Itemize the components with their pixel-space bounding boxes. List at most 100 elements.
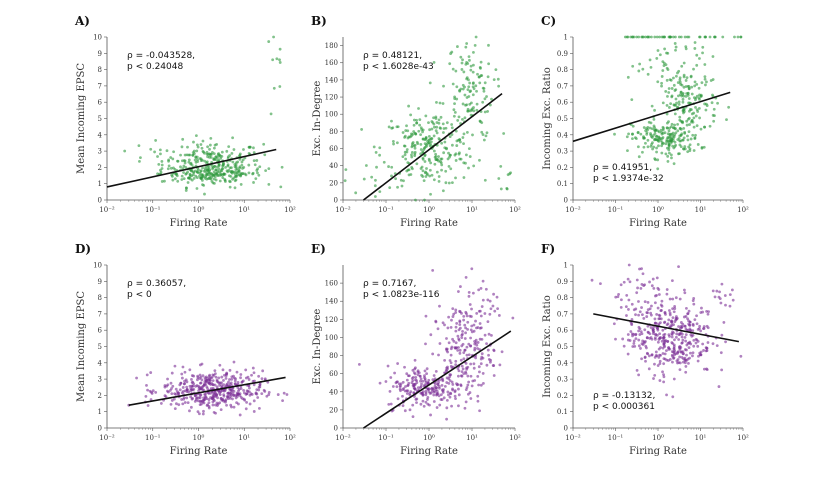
data-point <box>181 402 185 406</box>
data-point <box>665 323 669 327</box>
data-point <box>432 400 436 403</box>
data-point <box>439 393 443 397</box>
data-point <box>457 374 460 378</box>
data-point <box>199 399 202 403</box>
data-point <box>426 402 430 406</box>
data-point <box>195 155 199 159</box>
data-point <box>626 277 630 281</box>
data-point <box>180 372 184 376</box>
data-point <box>624 305 628 309</box>
data-point <box>471 70 475 74</box>
data-point <box>689 137 693 141</box>
data-point <box>671 144 675 148</box>
data-point <box>398 387 402 391</box>
data-point <box>668 313 672 317</box>
data-point <box>621 337 625 341</box>
data-point <box>696 328 700 331</box>
data-point <box>179 165 182 169</box>
data-point <box>465 314 469 318</box>
data-point <box>693 41 697 44</box>
data-point <box>720 368 724 372</box>
data-point <box>405 378 409 382</box>
data-point <box>635 278 639 282</box>
data-point <box>412 371 416 375</box>
data-point <box>436 392 440 395</box>
data-point <box>590 278 594 282</box>
data-point <box>439 126 443 130</box>
data-point <box>236 394 239 398</box>
data-point <box>474 319 477 323</box>
data-point <box>687 362 690 365</box>
data-point <box>687 101 690 105</box>
data-point <box>224 165 227 169</box>
data-point <box>711 55 715 58</box>
data-point <box>469 362 473 366</box>
data-point <box>401 380 405 384</box>
data-point <box>660 299 664 303</box>
data-point <box>187 158 191 162</box>
data-point <box>467 380 471 384</box>
data-point <box>479 286 483 290</box>
data-point <box>461 58 464 62</box>
y-tick-label: 140 <box>325 298 338 306</box>
data-point <box>461 83 465 87</box>
data-point <box>414 132 418 136</box>
data-point <box>646 145 650 149</box>
x-tick-label: 10² <box>737 206 749 214</box>
data-point <box>494 68 498 71</box>
data-point <box>419 379 422 383</box>
data-point <box>464 275 468 279</box>
data-point <box>455 322 459 325</box>
data-point <box>199 381 203 385</box>
data-point <box>394 177 397 181</box>
data-point <box>170 399 174 402</box>
data-point <box>445 398 449 402</box>
data-point <box>458 138 461 142</box>
data-point <box>201 139 205 143</box>
annotation-text: p < 0.24048 <box>127 62 183 72</box>
data-point <box>678 361 682 365</box>
data-point <box>191 154 195 157</box>
data-point <box>454 69 458 73</box>
data-point <box>466 327 469 331</box>
data-point <box>673 89 677 92</box>
data-point <box>451 82 455 86</box>
data-point <box>642 341 646 345</box>
data-point <box>657 317 661 321</box>
data-point <box>400 184 404 188</box>
data-point <box>480 352 484 356</box>
data-point <box>427 121 430 125</box>
data-point <box>235 167 239 171</box>
data-point <box>703 63 707 66</box>
data-point <box>462 318 466 322</box>
data-point <box>258 383 262 387</box>
data-point <box>466 374 470 378</box>
data-point <box>449 392 453 396</box>
data-point <box>219 397 223 400</box>
data-point <box>620 298 623 302</box>
data-point <box>657 288 661 291</box>
data-point <box>207 165 211 169</box>
data-point <box>451 337 454 341</box>
data-point <box>382 160 386 164</box>
data-point <box>439 115 443 119</box>
data-point <box>399 178 403 182</box>
data-point <box>195 187 199 190</box>
data-point <box>675 101 678 105</box>
data-point <box>164 395 168 399</box>
data-point <box>648 58 652 62</box>
data-point <box>665 126 669 130</box>
data-point <box>696 359 700 363</box>
data-point <box>695 83 699 86</box>
y-tick-label: 2 <box>98 392 102 400</box>
data-point <box>650 104 654 108</box>
data-point <box>716 101 719 105</box>
data-point <box>184 378 188 382</box>
data-point <box>670 319 674 323</box>
data-point <box>222 161 225 165</box>
y-tick-label: 1 <box>564 34 568 42</box>
data-point <box>630 302 634 306</box>
y-tick-label: 0.3 <box>557 376 568 384</box>
data-point <box>474 35 478 39</box>
